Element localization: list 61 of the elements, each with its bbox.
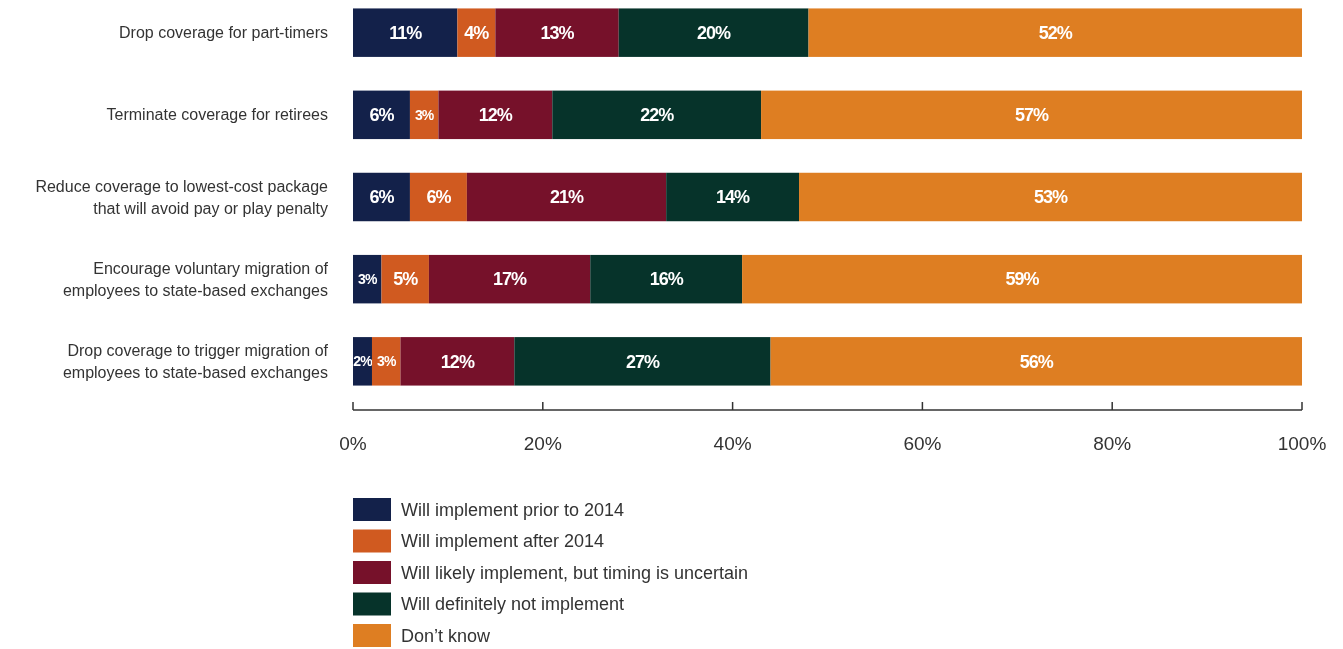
y-tick-label: Terminate coverage for retirees bbox=[106, 106, 328, 124]
bar bbox=[353, 8, 458, 57]
x-tick-label: 20% bbox=[523, 432, 562, 454]
bar bbox=[353, 172, 410, 222]
bar bbox=[799, 172, 1302, 222]
data-label: 21% bbox=[550, 187, 585, 208]
bar bbox=[353, 90, 410, 140]
data-label: 11% bbox=[389, 22, 423, 43]
data-label: 5% bbox=[393, 269, 419, 290]
data-label: 6% bbox=[369, 105, 395, 126]
y-tick-label: Encourage voluntary migration of employees to state-based exchanges bbox=[62, 259, 329, 299]
bar bbox=[666, 172, 800, 222]
bar bbox=[514, 337, 771, 386]
legend-label: Will implement prior to 2014 bbox=[401, 499, 625, 520]
data-label: 3% bbox=[415, 106, 435, 123]
legend-label: Will likely implement, but timing is uncertain bbox=[401, 562, 749, 583]
data-label: 12% bbox=[440, 351, 475, 372]
bar bbox=[552, 90, 762, 140]
legend-label: Will definitely not implement bbox=[401, 594, 625, 615]
data-label: 14% bbox=[716, 187, 751, 208]
data-label: 2% bbox=[353, 353, 374, 370]
bar bbox=[761, 90, 1302, 140]
legend-label: Will implement after 2014 bbox=[401, 531, 605, 552]
y-tick-label: Drop coverage to trigger migration of employees to state-based exchanges bbox=[62, 341, 329, 381]
bar bbox=[590, 254, 743, 304]
bar bbox=[466, 172, 667, 222]
x-tick-label: 80% bbox=[1093, 432, 1132, 454]
data-label: 27% bbox=[625, 351, 660, 372]
y-tick-label: Drop coverage for part-timers bbox=[119, 24, 328, 42]
bar bbox=[770, 337, 1302, 386]
data-label: 56% bbox=[1019, 351, 1054, 372]
data-label: 3% bbox=[358, 271, 378, 288]
bar bbox=[808, 8, 1302, 57]
data-label: 4% bbox=[464, 22, 490, 43]
bar bbox=[409, 172, 467, 222]
bar bbox=[400, 337, 515, 386]
data-label: 53% bbox=[1034, 187, 1069, 208]
data-label: 22% bbox=[640, 105, 675, 126]
data-label: 3% bbox=[377, 353, 397, 370]
data-label: 6% bbox=[426, 187, 452, 208]
y-tick-label: Reduce coverage to lowest-cost package that will avoid pay or play penalty bbox=[35, 177, 329, 217]
x-tick-label: 60% bbox=[903, 432, 942, 454]
bar bbox=[618, 8, 809, 57]
x-tick-label: 40% bbox=[713, 432, 752, 454]
data-label: 57% bbox=[1015, 105, 1050, 126]
bar bbox=[438, 90, 553, 140]
data-label: 20% bbox=[697, 22, 732, 43]
x-tick-label: 100% bbox=[1277, 432, 1327, 454]
data-label: 6% bbox=[369, 187, 395, 208]
data-label: 13% bbox=[540, 22, 575, 43]
bar bbox=[495, 8, 619, 57]
data-label: 17% bbox=[493, 269, 528, 290]
data-label: 59% bbox=[1005, 269, 1040, 290]
bar bbox=[428, 254, 591, 304]
bar bbox=[381, 254, 429, 304]
legend-label: Don’t know bbox=[401, 625, 492, 646]
bar bbox=[742, 254, 1302, 304]
data-label: 12% bbox=[478, 105, 513, 126]
data-label: 52% bbox=[1038, 22, 1073, 43]
x-tick-label: 0% bbox=[339, 432, 367, 454]
data-label: 16% bbox=[649, 269, 684, 290]
